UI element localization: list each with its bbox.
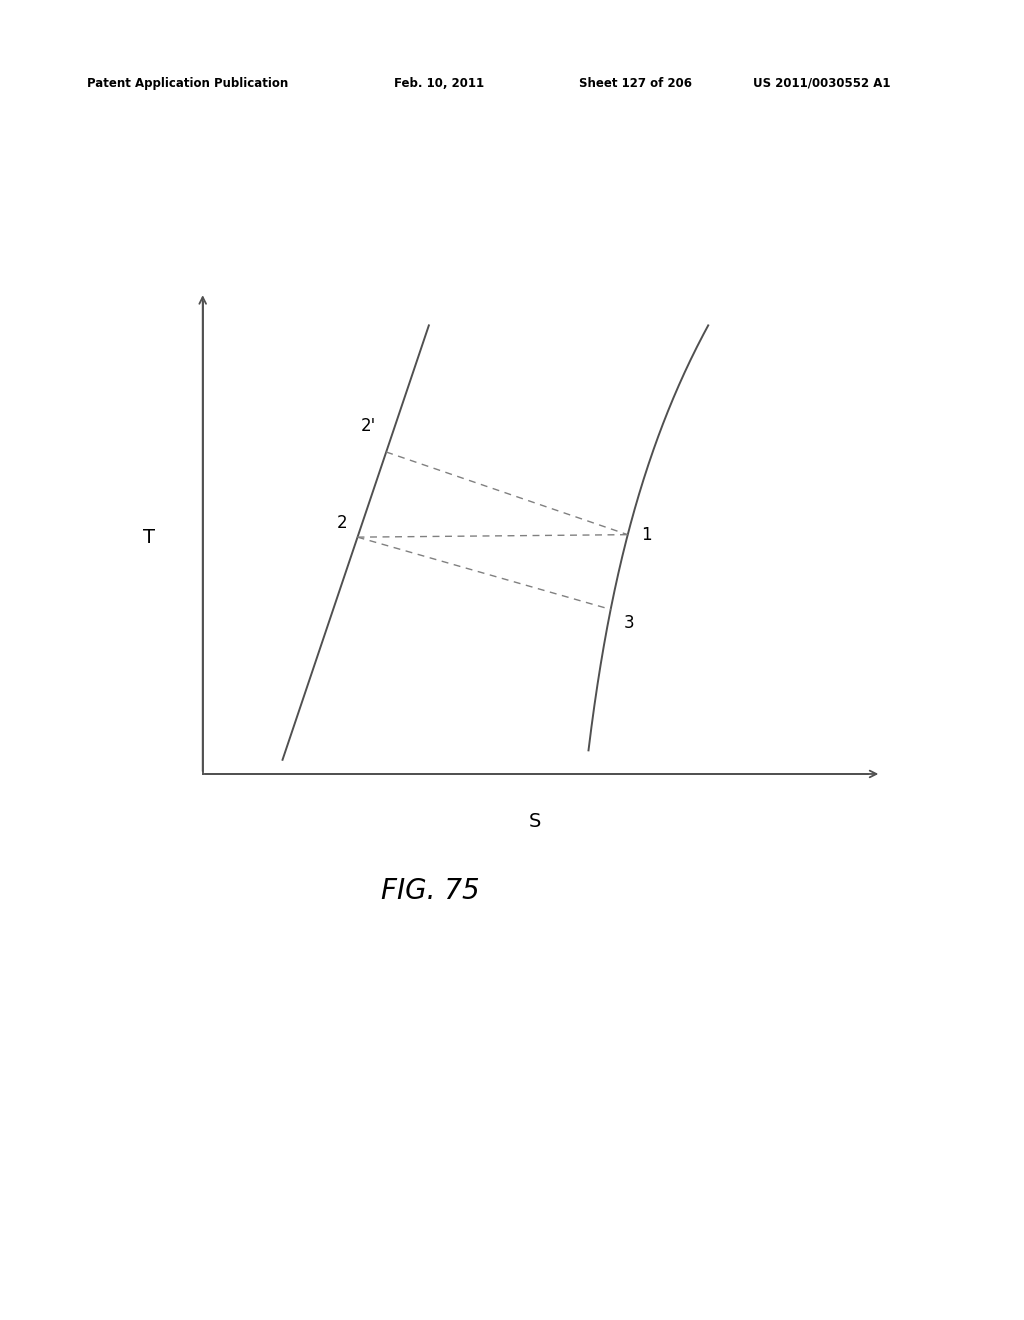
Text: Patent Application Publication: Patent Application Publication <box>87 77 289 90</box>
Text: 1: 1 <box>641 525 651 544</box>
Text: FIG. 75: FIG. 75 <box>381 876 479 906</box>
Text: Feb. 10, 2011: Feb. 10, 2011 <box>394 77 484 90</box>
Text: T: T <box>143 528 156 548</box>
Text: 2': 2' <box>361 417 376 436</box>
Text: US 2011/0030552 A1: US 2011/0030552 A1 <box>753 77 890 90</box>
Text: S: S <box>529 812 542 830</box>
Text: 3: 3 <box>624 614 635 632</box>
Text: Sheet 127 of 206: Sheet 127 of 206 <box>579 77 691 90</box>
Text: 2: 2 <box>337 515 347 532</box>
